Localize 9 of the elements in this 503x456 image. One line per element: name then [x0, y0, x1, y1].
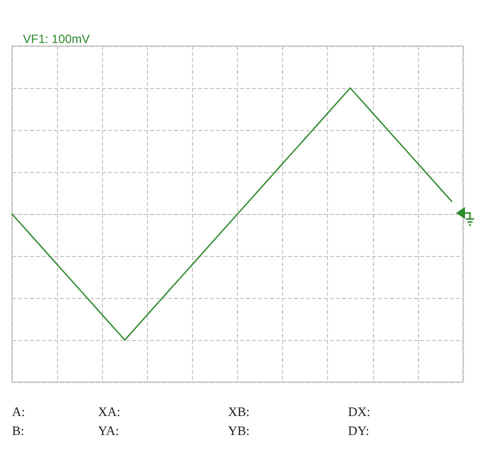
text: XB:: [228, 404, 250, 419]
text: YA:: [98, 423, 119, 438]
text: A:: [12, 404, 25, 419]
chart-title: VF1: 100mV: [23, 32, 90, 46]
text: DX:: [348, 404, 370, 419]
text: XA:: [98, 404, 120, 419]
text: DY:: [348, 423, 370, 438]
text: YB:: [228, 423, 250, 438]
text: B:: [12, 423, 24, 438]
